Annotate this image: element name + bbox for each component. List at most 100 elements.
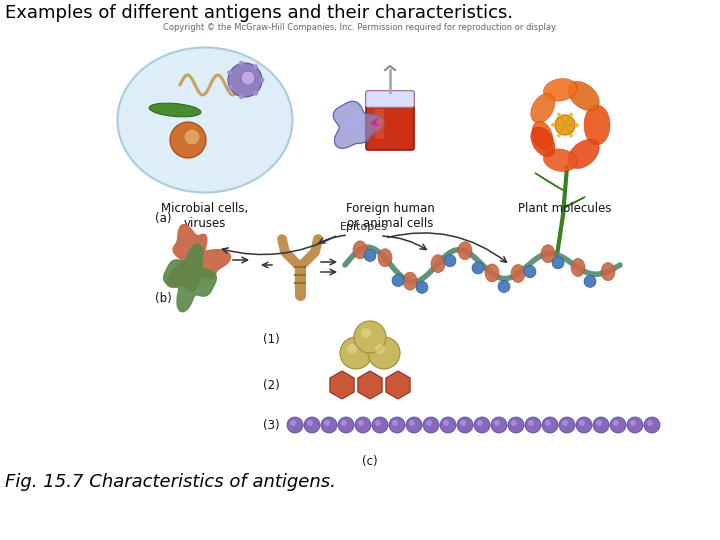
FancyBboxPatch shape: [375, 109, 384, 139]
Ellipse shape: [353, 241, 367, 259]
Circle shape: [423, 417, 439, 433]
Ellipse shape: [532, 122, 553, 150]
Circle shape: [559, 417, 575, 433]
Ellipse shape: [544, 149, 577, 171]
Circle shape: [354, 123, 359, 129]
Circle shape: [511, 420, 517, 426]
Circle shape: [551, 123, 555, 127]
Circle shape: [555, 115, 575, 135]
Circle shape: [477, 420, 483, 426]
Circle shape: [228, 63, 262, 97]
Circle shape: [340, 337, 372, 369]
Circle shape: [350, 114, 356, 120]
Circle shape: [392, 420, 398, 426]
Circle shape: [347, 344, 357, 354]
Circle shape: [375, 420, 381, 426]
Circle shape: [474, 417, 490, 433]
Circle shape: [610, 417, 626, 433]
Circle shape: [345, 117, 351, 123]
Circle shape: [253, 64, 258, 69]
Circle shape: [338, 417, 354, 433]
Circle shape: [287, 417, 303, 433]
Circle shape: [368, 337, 400, 369]
Circle shape: [457, 417, 473, 433]
Circle shape: [239, 61, 243, 66]
Circle shape: [647, 420, 653, 426]
Circle shape: [562, 420, 568, 426]
Circle shape: [359, 114, 364, 120]
Circle shape: [613, 420, 619, 426]
Ellipse shape: [485, 264, 499, 282]
Polygon shape: [333, 101, 384, 148]
Text: Microbial cells,
viruses: Microbial cells, viruses: [161, 202, 248, 230]
Circle shape: [361, 328, 371, 338]
Circle shape: [184, 129, 200, 145]
Text: (b): (b): [155, 292, 172, 305]
Circle shape: [444, 255, 456, 267]
Text: (c): (c): [362, 455, 378, 468]
Text: Examples of different antigens and their characteristics.: Examples of different antigens and their…: [5, 4, 513, 22]
Circle shape: [304, 417, 320, 433]
FancyBboxPatch shape: [366, 91, 414, 107]
Circle shape: [259, 78, 264, 83]
Circle shape: [498, 280, 510, 293]
Text: (3): (3): [264, 418, 280, 431]
Circle shape: [228, 85, 232, 90]
Circle shape: [324, 420, 330, 426]
Circle shape: [491, 417, 507, 433]
Circle shape: [596, 420, 602, 426]
Circle shape: [525, 417, 541, 433]
Ellipse shape: [431, 255, 445, 273]
Circle shape: [416, 281, 428, 293]
Circle shape: [354, 321, 386, 353]
Circle shape: [472, 262, 484, 274]
Circle shape: [569, 113, 573, 117]
Circle shape: [389, 417, 405, 433]
Circle shape: [508, 417, 524, 433]
Circle shape: [443, 420, 449, 426]
Circle shape: [241, 71, 255, 85]
Ellipse shape: [511, 265, 525, 282]
Circle shape: [557, 133, 561, 137]
Circle shape: [341, 420, 347, 426]
Text: Foreign human
or animal cells: Foreign human or animal cells: [346, 202, 434, 230]
Text: Plant molecules: Plant molecules: [518, 202, 612, 215]
Ellipse shape: [568, 139, 599, 168]
Text: (1): (1): [264, 334, 280, 347]
Circle shape: [372, 417, 388, 433]
Polygon shape: [386, 371, 410, 399]
Circle shape: [593, 417, 609, 433]
Circle shape: [355, 417, 371, 433]
Ellipse shape: [571, 259, 585, 276]
Circle shape: [406, 417, 422, 433]
Circle shape: [524, 266, 536, 278]
Text: (2): (2): [264, 379, 280, 392]
Circle shape: [584, 275, 596, 287]
Text: Fig. 15.7 Characteristics of antigens.: Fig. 15.7 Characteristics of antigens.: [5, 473, 336, 491]
Circle shape: [630, 420, 636, 426]
Circle shape: [542, 417, 558, 433]
Ellipse shape: [601, 263, 615, 281]
Ellipse shape: [378, 249, 392, 267]
Circle shape: [357, 118, 363, 124]
Ellipse shape: [531, 93, 555, 123]
Circle shape: [494, 420, 500, 426]
Ellipse shape: [149, 103, 201, 117]
Circle shape: [375, 344, 385, 354]
Circle shape: [569, 133, 573, 137]
Circle shape: [440, 417, 456, 433]
Ellipse shape: [458, 242, 472, 260]
Circle shape: [364, 249, 376, 261]
Circle shape: [552, 257, 564, 269]
Polygon shape: [561, 197, 585, 210]
Polygon shape: [163, 244, 217, 312]
Text: Epitopes: Epitopes: [340, 222, 388, 232]
Circle shape: [627, 417, 643, 433]
Circle shape: [228, 70, 232, 75]
Circle shape: [358, 420, 364, 426]
Circle shape: [409, 420, 415, 426]
Circle shape: [528, 420, 534, 426]
Ellipse shape: [568, 82, 599, 111]
Circle shape: [359, 126, 365, 132]
Circle shape: [321, 417, 337, 433]
